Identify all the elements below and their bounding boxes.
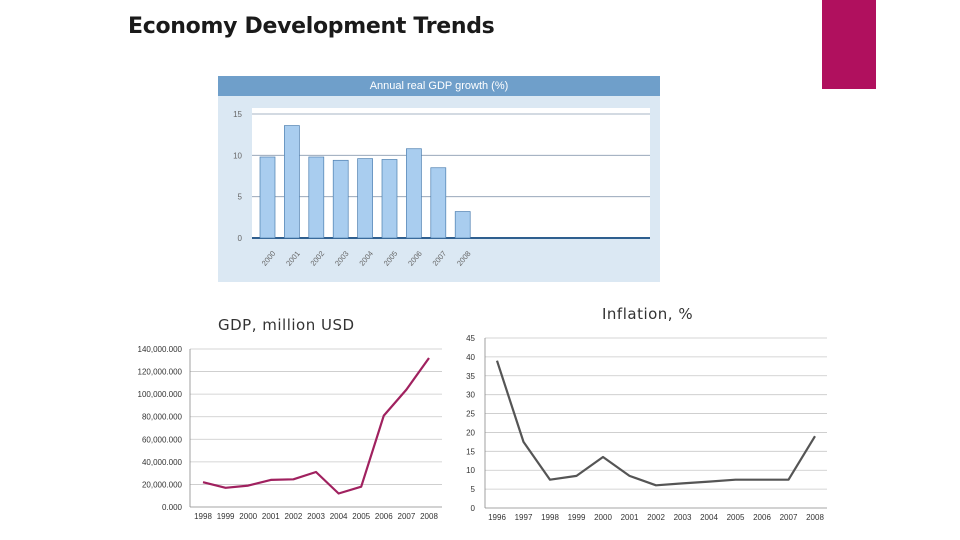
x-tick-label: 2005 <box>382 249 400 268</box>
y-tick-label: 140,000.000 <box>138 345 183 354</box>
x-tick-label: 1999 <box>568 513 586 522</box>
x-tick-label: 1998 <box>194 512 212 521</box>
y-tick-label: 15 <box>233 110 242 119</box>
y-tick-label: 80,000.000 <box>142 413 183 422</box>
y-tick-label: 45 <box>466 334 475 343</box>
x-tick-label: 2008 <box>455 249 473 268</box>
x-tick-label: 2007 <box>431 249 449 268</box>
bar <box>284 125 300 239</box>
x-tick-label: 1999 <box>217 512 235 521</box>
accent-bar <box>822 0 876 89</box>
bar <box>454 211 471 239</box>
y-tick-label: 25 <box>466 410 475 419</box>
x-tick-label: 2000 <box>260 249 278 268</box>
y-tick-label: 60,000.000 <box>142 435 183 444</box>
gdp-growth-chart: Annual real GDP growth (%) 0 5 10 15 2000 200… <box>218 76 660 282</box>
y-tick-label: 15 <box>466 447 475 456</box>
x-tick-label: 2004 <box>330 512 348 521</box>
gdp-chart: 0.000 20,000.000 40,000.000 60,000.000 80,00… <box>138 345 442 521</box>
y-tick-label: 20 <box>466 428 475 437</box>
x-tick-label: 2004 <box>357 249 375 268</box>
x-tick-label: 2003 <box>674 513 692 522</box>
x-tick-label: 2005 <box>352 512 370 521</box>
gdp-growth-chart-title: Annual real GDP growth (%) <box>218 76 660 96</box>
x-tick-label: 1998 <box>541 513 559 522</box>
x-tick-label: 2005 <box>727 513 745 522</box>
bar <box>308 156 325 239</box>
y-tick-label: 10 <box>466 466 475 475</box>
x-tick-label: 2007 <box>398 512 416 521</box>
x-tick-label: 2000 <box>239 512 257 521</box>
x-tick-label: 2001 <box>284 249 302 268</box>
x-tick-label: 2002 <box>309 249 327 268</box>
x-tick-label: 2007 <box>780 513 798 522</box>
x-tick-label: 1997 <box>515 513 533 522</box>
x-tick-label: 2001 <box>262 512 280 521</box>
bar <box>430 167 447 239</box>
slide-title: Economy Development Trends <box>128 14 495 39</box>
y-tick-label: 30 <box>466 391 475 400</box>
y-tick-label: 10 <box>233 151 242 160</box>
x-tick-label: 2006 <box>753 513 771 522</box>
x-tick-label: 2001 <box>621 513 639 522</box>
x-tick-label: 2003 <box>333 249 351 268</box>
y-tick-label: 40,000.000 <box>142 458 183 467</box>
y-tick-label: 0 <box>471 504 476 513</box>
y-tick-label: 120,000.000 <box>138 368 183 377</box>
x-tick-label: 2006 <box>406 249 424 268</box>
x-tick-label: 2002 <box>647 513 665 522</box>
y-tick-label: 0.000 <box>162 503 183 512</box>
y-tick-label: 100,000.000 <box>138 390 183 399</box>
x-tick-label: 2003 <box>307 512 325 521</box>
x-tick-label: 2004 <box>700 513 718 522</box>
series-line <box>202 357 430 495</box>
x-tick-label: 2000 <box>594 513 612 522</box>
y-tick-label: 40 <box>466 353 475 362</box>
gdp-chart-title: GDP, million USD <box>218 316 355 334</box>
gdp-growth-plot: 0 5 10 15 2000 2001 2002 2003 2004 2005 2006 2007 20… <box>233 108 650 268</box>
inflation-chart-title: Inflation, % <box>602 305 694 323</box>
bar <box>259 156 276 239</box>
y-tick-label: 5 <box>238 193 243 202</box>
x-tick-label: 1996 <box>488 513 506 522</box>
bar <box>381 159 398 239</box>
x-tick-label: 2006 <box>375 512 393 521</box>
x-tick-label: 2002 <box>285 512 303 521</box>
bar <box>406 148 422 239</box>
y-tick-label: 0 <box>238 234 243 243</box>
x-tick-label: 2008 <box>420 512 438 521</box>
y-tick-label: 5 <box>471 485 476 494</box>
inflation-chart: 0 5 10 15 20 25 30 35 40 45 1996 1997 1998 1999 2000 20… <box>466 334 827 522</box>
x-tick-label: 2008 <box>806 513 824 522</box>
bar <box>332 159 349 239</box>
bar <box>357 158 373 239</box>
series-line <box>495 360 816 487</box>
y-tick-label: 20,000.000 <box>142 480 183 489</box>
y-tick-label: 35 <box>466 372 475 381</box>
